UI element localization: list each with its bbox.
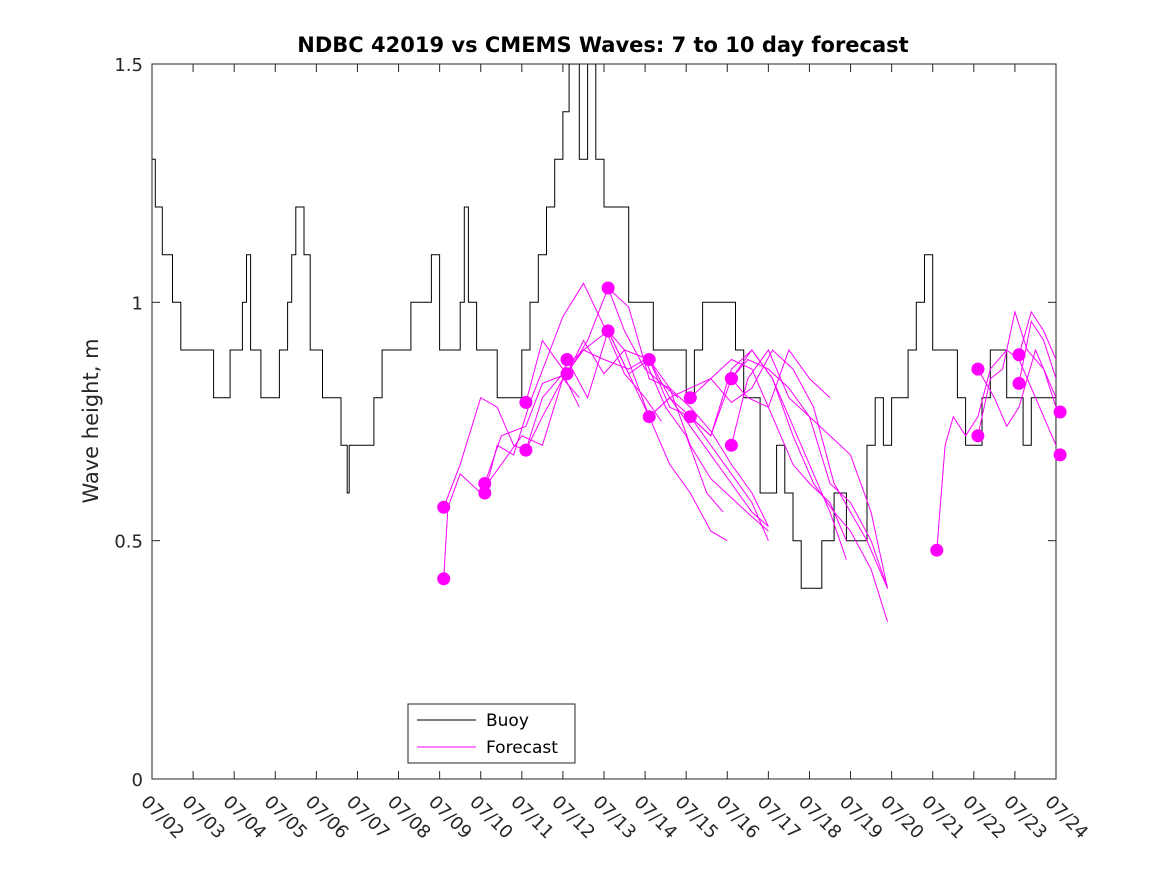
forecast-marker-4: [478, 477, 492, 490]
forecast-line-20: [977, 348, 1056, 428]
forecast-series-layer: [443, 282, 1056, 622]
legend-forecast-label: Forecast: [486, 738, 558, 758]
forecast-marker-17: [724, 372, 738, 386]
forecast-markers-layer: [437, 281, 1067, 586]
chart-title: NDBC 42019 vs CMEMS Waves: 7 to 10 day f…: [297, 33, 908, 57]
forecast-line-10: [607, 287, 769, 527]
forecast-line-22: [1018, 310, 1056, 360]
forecast-marker-7: [560, 367, 574, 381]
forecast-marker-12: [642, 353, 656, 366]
forecast-marker-8: [560, 353, 574, 366]
forecast-marker-23: [1053, 405, 1067, 419]
forecast-line-11: [648, 358, 847, 541]
forecast-line-1: [443, 377, 580, 579]
forecast-marker-13: [683, 391, 697, 405]
forecast-line-14: [689, 349, 888, 622]
forecast-marker-15: [724, 438, 738, 452]
forecast-marker-19: [971, 429, 985, 443]
y-tick-label-0: 0: [132, 770, 143, 791]
y-tick-label-1: 0.5: [114, 532, 143, 553]
forecast-marker-2: [437, 500, 451, 514]
forecast-line-4: [484, 286, 679, 484]
legend: Buoy Forecast: [407, 703, 576, 764]
forecast-line-3: [484, 282, 662, 494]
forecast-marker-1: [437, 572, 451, 586]
forecast-marker-20: [971, 362, 985, 376]
legend-buoy-label: Buoy: [486, 711, 529, 731]
forecast-marker-24: [1053, 448, 1067, 462]
forecast-marker-18: [930, 543, 944, 557]
y-tick-label-2: 1: [132, 293, 143, 314]
forecast-line-2: [443, 372, 580, 508]
forecast-line-16: [731, 358, 888, 589]
forecast-line-5: [525, 349, 724, 513]
forecast-marker-6: [519, 395, 533, 409]
y-tick-label-3: 1.5: [114, 55, 143, 76]
forecast-marker-10: [601, 281, 615, 295]
forecast-line-13: [689, 349, 888, 589]
buoy-series-layer: [152, 64, 1056, 589]
forecast-marker-9: [601, 324, 615, 338]
forecast-marker-21: [1012, 376, 1026, 390]
forecast-line-21: [1018, 320, 1056, 384]
forecast-marker-11: [642, 410, 656, 424]
forecast-marker-3: [478, 486, 492, 500]
forecast-marker-22: [1012, 348, 1026, 362]
forecast-line-17: [731, 348, 831, 408]
legend-box: [407, 703, 576, 764]
y-axis-label: Wave height, m: [79, 338, 103, 503]
forecast-marker-5: [519, 443, 533, 457]
forecast-marker-14: [683, 410, 697, 424]
buoy-line: [152, 64, 1056, 589]
y-axis: 0 0.5 1 1.5: [114, 55, 1056, 791]
